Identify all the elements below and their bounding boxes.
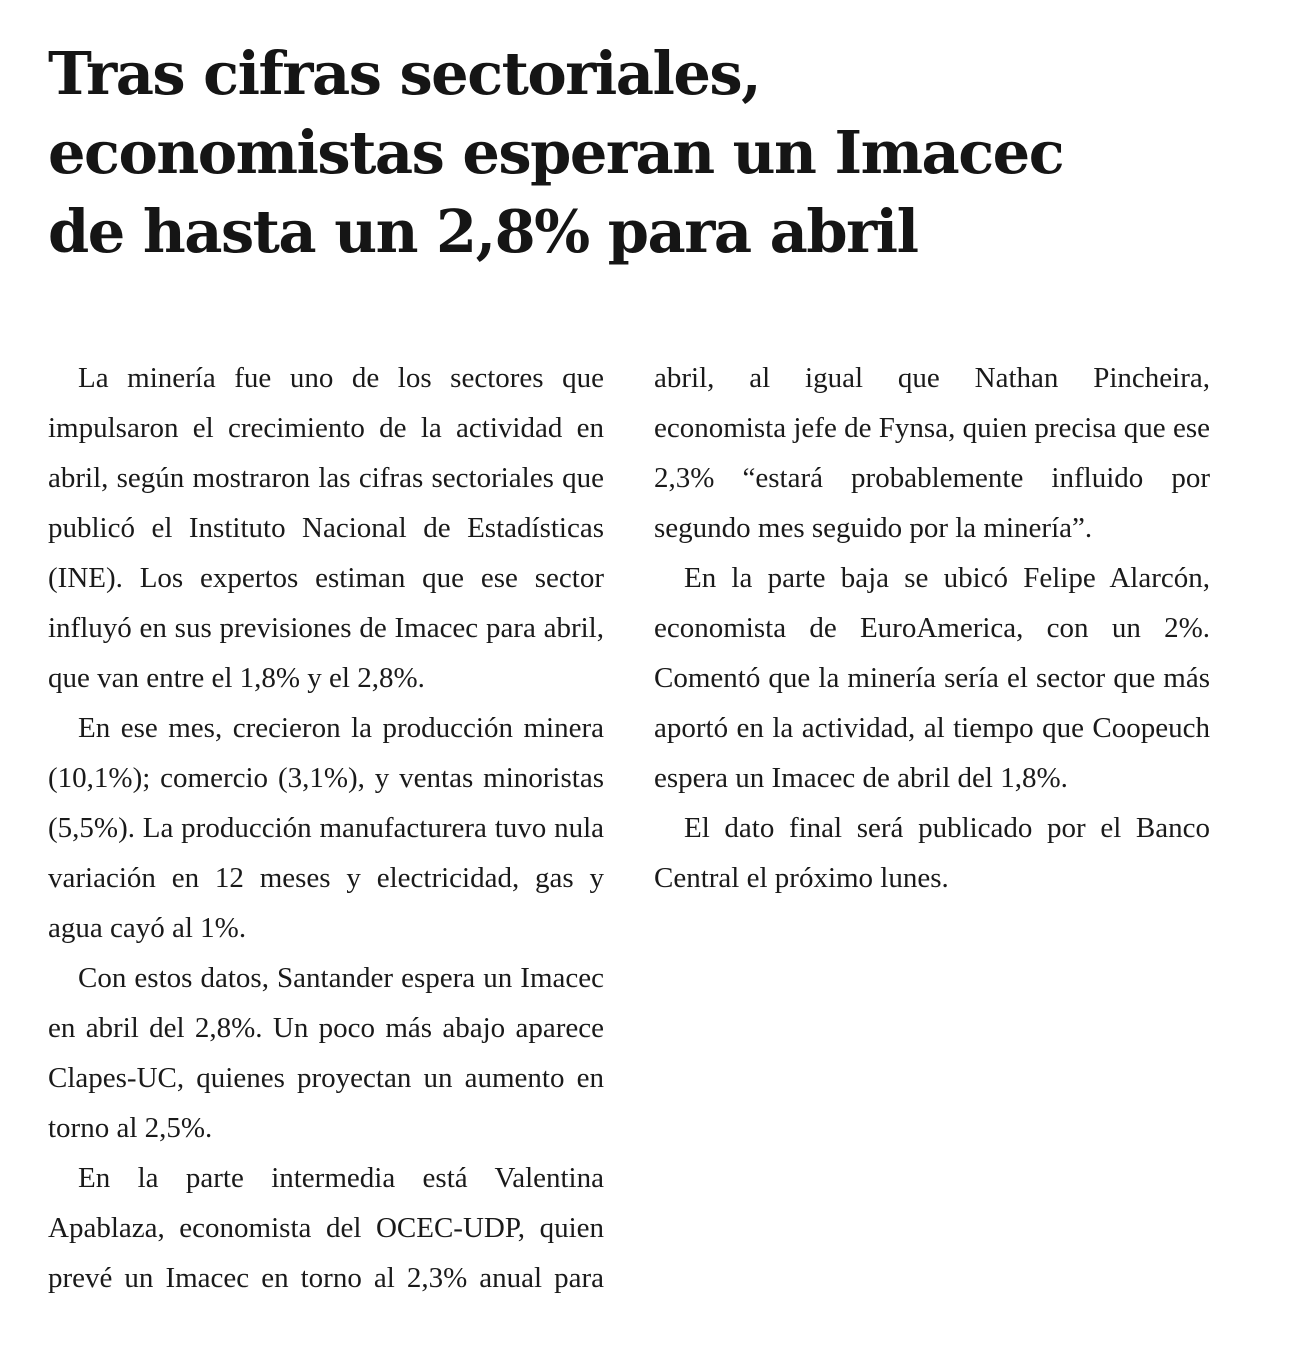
paragraph: En la parte baja se ubicó Felipe Alarcón… — [654, 562, 1210, 794]
paragraph: Con estos datos, Santander espera un Ima… — [48, 962, 604, 1144]
headline-line: Tras cifras sectoriales, — [48, 39, 762, 108]
paragraph: La minería fue uno de los sectores que i… — [48, 362, 604, 694]
article-body: La minería fue uno de los sectores que i… — [48, 353, 1210, 1338]
headline: Tras cifras sectoriales, economistas esp… — [48, 34, 1210, 271]
paragraph: En ese mes, crecieron la producción mine… — [48, 712, 604, 944]
paragraph: El dato final será publicado por el Banc… — [654, 812, 1210, 894]
paragraph: En la parte intermedia está Valentina Ap… — [48, 362, 1210, 1294]
headline-line: de hasta un 2,8% para abril — [48, 197, 919, 266]
headline-line: economistas esperan un Imacec — [48, 118, 1065, 187]
